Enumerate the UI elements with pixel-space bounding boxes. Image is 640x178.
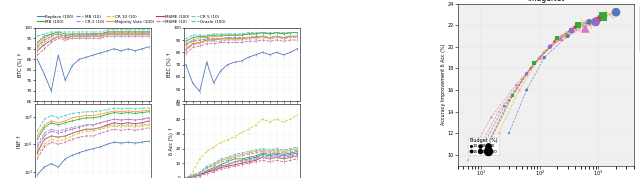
Point: [529, 62, 539, 64]
Y-axis label: BTC (%) ↑: BTC (%) ↑: [19, 52, 23, 77]
Point: [522, 88, 532, 91]
Point: [504, 132, 514, 135]
Legend: Replace (100), MB (100), MB (10), CR 2 (10), CR 10 (10), Majority Vote (100), MS: Replace (100), MB (100), MB (10), CR 2 (…: [35, 13, 227, 25]
Point: [483, 143, 493, 145]
Point: [463, 159, 473, 162]
Point: [552, 37, 563, 40]
Point: [593, 17, 604, 20]
Point: [578, 20, 588, 23]
Point: [584, 20, 595, 23]
Y-axis label: δ Acc (%) ↑: δ Acc (%) ↑: [169, 127, 174, 155]
Y-axis label: BEC (%) ↑: BEC (%) ↑: [166, 52, 172, 77]
Point: [598, 15, 608, 18]
Point: [591, 20, 601, 23]
Point: [525, 67, 536, 70]
Point: [508, 94, 518, 97]
Point: [604, 13, 614, 16]
Point: [539, 56, 549, 59]
Point: [486, 116, 497, 118]
Point: [517, 78, 527, 81]
Point: [522, 72, 532, 75]
Point: [504, 99, 514, 102]
Point: [493, 110, 504, 113]
Point: [534, 56, 545, 59]
Point: [545, 45, 555, 48]
Point: [570, 26, 580, 29]
Point: [550, 40, 560, 43]
Y-axis label: INF ↑: INF ↑: [17, 134, 22, 148]
Point: [514, 88, 524, 91]
Legend: 10, 15, 20, 30, 50, 100: 10, 15, 20, 30, 50, 100: [468, 137, 499, 155]
Point: [499, 105, 509, 108]
Point: [566, 29, 577, 32]
Point: [561, 32, 571, 35]
Point: [580, 27, 590, 30]
Point: [586, 24, 596, 27]
Point: [470, 153, 481, 156]
Y-axis label: Accuracy Improvement δ Acc (%): Accuracy Improvement δ Acc (%): [442, 44, 447, 125]
Point: [611, 11, 621, 14]
Point: [486, 137, 497, 140]
Point: [558, 35, 568, 37]
Point: [563, 35, 573, 37]
Point: [511, 83, 522, 86]
Point: [556, 37, 566, 40]
Point: [476, 148, 486, 151]
Title: ImageNet: ImageNet: [527, 0, 564, 3]
Point: [573, 24, 583, 27]
Point: [493, 132, 504, 135]
Point: [534, 56, 545, 59]
Point: [539, 51, 549, 54]
